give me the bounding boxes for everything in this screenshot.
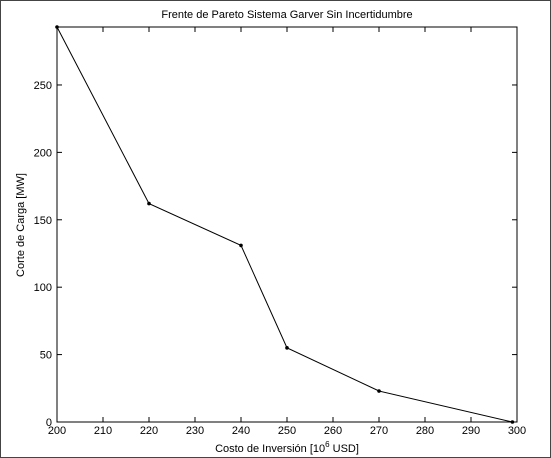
x-tick-label: 250 bbox=[278, 425, 296, 437]
y-tick-label: 150 bbox=[34, 215, 52, 227]
x-tick-label: 200 bbox=[48, 425, 66, 437]
y-tick-label: 100 bbox=[34, 282, 52, 294]
x-label-superscript: 6 bbox=[325, 440, 330, 449]
y-tick-label: 0 bbox=[46, 417, 52, 429]
x-tick-label: 230 bbox=[186, 425, 204, 437]
x-axis-label: Costo de Inversión [106 USD] bbox=[215, 440, 359, 455]
point bbox=[377, 389, 381, 393]
chart-title: Frente de Pareto Sistema Garver Sin Ince… bbox=[161, 9, 412, 21]
x-tick-label: 280 bbox=[416, 425, 434, 437]
point bbox=[55, 25, 59, 29]
y-tick-label: 250 bbox=[34, 80, 52, 92]
x-tick-label: 270 bbox=[370, 425, 388, 437]
point bbox=[285, 346, 289, 350]
x-label-suffix: USD] bbox=[330, 443, 359, 455]
y-tick-label: 200 bbox=[34, 147, 52, 159]
x-tick-label: 240 bbox=[232, 425, 250, 437]
x-tick-label: 300 bbox=[508, 425, 526, 437]
x-tick-label: 210 bbox=[94, 425, 112, 437]
point bbox=[147, 201, 151, 206]
point bbox=[510, 420, 515, 424]
x-label-text: Costo de Inversión [10 bbox=[215, 443, 325, 455]
x-tick-label: 220 bbox=[140, 425, 158, 437]
y-tick-label: 50 bbox=[40, 350, 52, 362]
x-tick-label: 290 bbox=[462, 425, 480, 437]
y-axis-label: Corte de Carga [MW] bbox=[15, 173, 27, 277]
line bbox=[56, 26, 513, 423]
point bbox=[239, 243, 243, 248]
x-tick-label: 260 bbox=[324, 425, 342, 437]
plot-box bbox=[56, 26, 518, 423]
